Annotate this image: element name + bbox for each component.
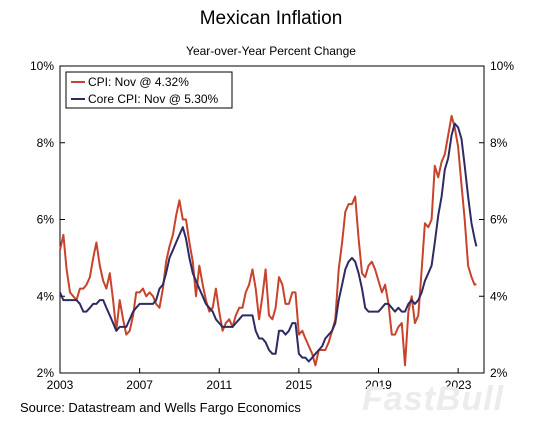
chart-subtitle: Year-over-Year Percent Change (186, 44, 356, 58)
series-layer (59, 114, 478, 367)
y-tick-label-left: 8% (37, 136, 55, 150)
legend: CPI: Nov @ 4.32% Core CPI: Nov @ 5.30% (65, 71, 233, 109)
chart-title: Mexican Inflation (199, 8, 343, 29)
y-tick-label-left: 6% (37, 213, 55, 227)
x-tick-label: 2019 (365, 378, 392, 392)
x-tick-label: 2007 (126, 378, 153, 392)
x-tick-label: 2015 (286, 378, 313, 392)
y-tick-label-right: 4% (490, 289, 508, 303)
source-note: Source: Datastream and Wells Fargo Econo… (20, 400, 301, 415)
x-tick-label: 2011 (206, 378, 232, 392)
y-tick-label-left: 10% (30, 59, 54, 73)
y-tick-label-left: 2% (37, 366, 55, 380)
y-tick-label-right: 2% (490, 366, 508, 380)
y-tick-label-left: 4% (37, 289, 55, 303)
y-tick-label-right: 8% (490, 136, 508, 150)
series-line-cpi (59, 114, 477, 367)
x-axis: 2003 2007 2011 2015 2019 2023 (47, 368, 472, 392)
legend-label-cpi: CPI: Nov @ 4.32% (88, 75, 189, 89)
x-tick-label: 2003 (47, 378, 74, 392)
series-line-core-cpi (59, 122, 478, 363)
x-tick-label: 2023 (445, 378, 472, 392)
watermark-logo: FastBull (362, 380, 505, 418)
y-axis-left: 2% 4% 6% 8% 10% (30, 59, 65, 380)
legend-box (65, 71, 233, 109)
y-tick-label-right: 10% (490, 59, 514, 73)
y-tick-label-right: 6% (490, 213, 508, 227)
y-axis-right: 2% 4% 6% 8% 10% (479, 59, 514, 380)
legend-label-core-cpi: Core CPI: Nov @ 5.30% (88, 92, 219, 106)
